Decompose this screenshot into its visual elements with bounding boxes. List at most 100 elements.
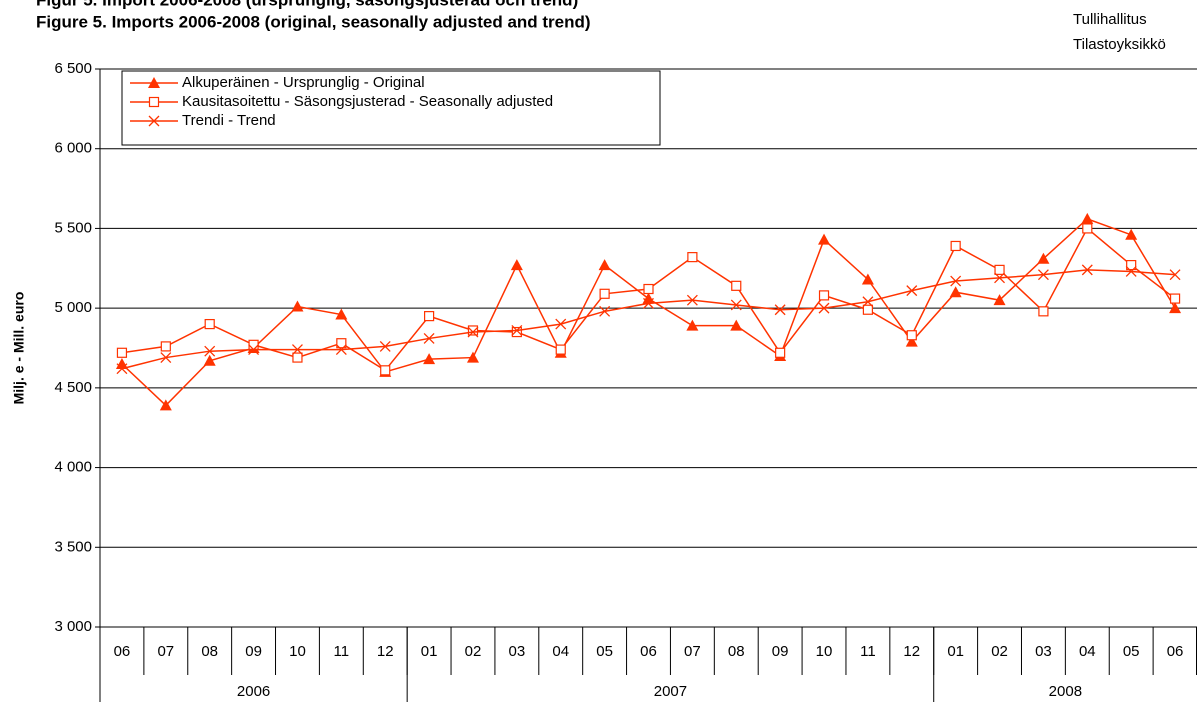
x-tick-label: 03: [509, 643, 526, 660]
x-tick-label: 02: [465, 643, 482, 660]
marker-triangle: [861, 273, 874, 285]
marker-triangle: [730, 319, 743, 331]
marker-cross: [643, 297, 654, 309]
marker-cross: [994, 272, 1005, 284]
marker-triangle: [148, 77, 160, 88]
x-tick-label: 07: [684, 643, 701, 660]
marker-square: [148, 96, 160, 108]
marker-square: [643, 283, 654, 295]
series-line: [121, 218, 1176, 407]
marker-cross: [774, 304, 786, 316]
marker-triangle: [335, 308, 348, 320]
marker-triangle: [598, 259, 611, 271]
marker-cross: [379, 340, 391, 352]
x-tick-label: 10: [289, 643, 306, 660]
x-tick-label: 01: [947, 643, 964, 660]
marker-square: [1038, 306, 1049, 317]
marker-cross: [906, 285, 918, 297]
marker-cross: [1125, 266, 1137, 277]
legend-label: Alkuperäinen - Ursprunglig - Original: [182, 74, 425, 91]
marker-cross: [1037, 269, 1049, 281]
y-tick-label: 4 000: [54, 459, 92, 476]
marker-triangle: [1037, 252, 1050, 264]
marker-square: [424, 311, 435, 322]
marker-cross: [818, 302, 830, 314]
marker-square: [292, 352, 303, 363]
x-tick-label: 08: [201, 643, 218, 660]
marker-cross: [1169, 269, 1181, 281]
marker-square: [1169, 293, 1181, 304]
x-tick-label: 12: [903, 643, 920, 660]
marker-square: [818, 290, 830, 301]
marker-cross: [148, 115, 160, 127]
marker-square: [336, 338, 347, 349]
marker-square: [204, 318, 215, 330]
marker-triangle: [423, 353, 436, 365]
marker-cross: [730, 299, 742, 311]
legend-label: Trendi - Trend: [182, 112, 276, 129]
x-tick-label: 01: [421, 643, 438, 660]
marker-cross: [248, 344, 260, 356]
x-tick-label: 11: [334, 643, 350, 660]
x-tick-label: 02: [991, 643, 1008, 660]
x-tick-label: 06: [1167, 643, 1184, 660]
source-line: Tullihallitus: [1073, 11, 1147, 28]
marker-cross: [116, 363, 128, 375]
x-tick-label: 06: [640, 643, 657, 660]
marker-square: [775, 347, 786, 358]
marker-square: [950, 240, 961, 252]
chart-title-top: Figur 5. Import 2006-2008 (ursprunglig, …: [36, 0, 578, 9]
x-tick-label: 09: [772, 643, 789, 660]
x-tick-label: 06: [114, 643, 131, 660]
chart-title: Figure 5. Imports 2006-2008 (original, s…: [36, 12, 591, 31]
marker-square: [687, 252, 698, 263]
y-tick-label: 6 500: [54, 60, 92, 77]
marker-cross: [862, 296, 874, 308]
x-tick-label: 10: [816, 643, 833, 660]
marker-triangle: [1081, 212, 1094, 224]
marker-cross: [204, 345, 216, 357]
x-tick-label: 04: [1079, 643, 1096, 660]
marker-triangle: [159, 399, 172, 411]
marker-square: [994, 264, 1005, 275]
y-tick-label: 5 500: [54, 219, 92, 236]
marker-cross: [511, 325, 523, 336]
x-tick-label: 08: [728, 643, 745, 660]
marker-square: [599, 288, 610, 299]
y-tick-label: 6 000: [54, 140, 92, 157]
marker-triangle: [905, 335, 918, 347]
marker-cross: [335, 344, 347, 356]
source-line: Tilastoyksikkö: [1073, 36, 1166, 53]
legend-label: Kausitasoitettu - Säsongsjusterad - Seas…: [182, 93, 553, 110]
marker-square: [555, 344, 566, 355]
marker-square: [511, 326, 522, 338]
y-tick-label: 4 500: [54, 379, 92, 396]
x-tick-label: 07: [157, 643, 174, 660]
x-tick-label: 09: [245, 643, 262, 660]
marker-triangle: [466, 351, 479, 363]
marker-triangle: [642, 292, 655, 304]
x-group-label: 2008: [1049, 683, 1082, 700]
marker-cross: [950, 275, 962, 287]
marker-triangle: [1125, 228, 1138, 240]
y-tick-label: 5 000: [54, 299, 92, 316]
x-tick-label: 11: [860, 643, 876, 660]
marker-square: [906, 330, 917, 341]
marker-square: [1082, 223, 1093, 234]
marker-triangle: [949, 286, 962, 298]
marker-triangle: [818, 233, 831, 245]
x-tick-label: 04: [552, 643, 569, 660]
marker-cross: [467, 326, 479, 338]
marker-cross: [1081, 264, 1093, 276]
marker-triangle: [291, 300, 304, 312]
marker-square: [467, 325, 479, 336]
marker-cross: [423, 332, 435, 344]
marker-square: [862, 304, 874, 315]
x-tick-label: 05: [596, 643, 613, 660]
marker-triangle: [203, 354, 216, 366]
marker-triangle: [1169, 302, 1182, 314]
marker-square: [116, 347, 128, 358]
y-tick-label: 3 500: [54, 538, 92, 555]
x-group-label: 2007: [654, 683, 687, 700]
